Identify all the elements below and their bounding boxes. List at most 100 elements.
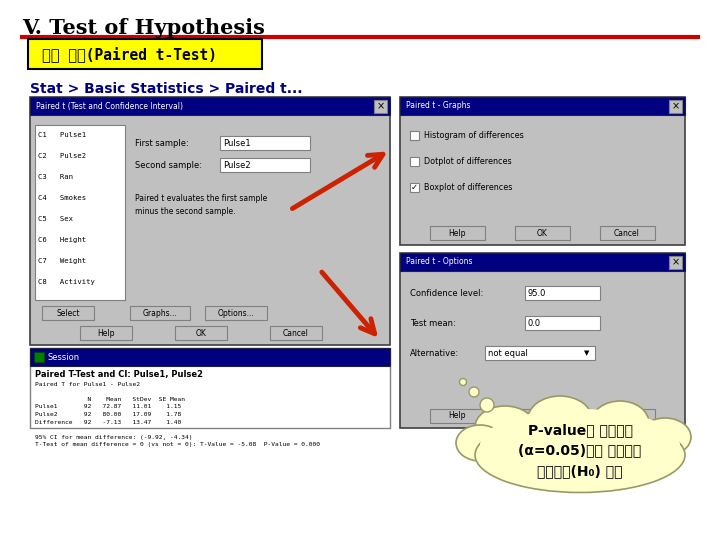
Text: Dotplot of differences: Dotplot of differences — [424, 157, 512, 165]
FancyBboxPatch shape — [400, 253, 685, 271]
Ellipse shape — [591, 401, 649, 445]
FancyBboxPatch shape — [175, 326, 227, 340]
FancyBboxPatch shape — [80, 326, 132, 340]
Text: ×: × — [672, 257, 680, 267]
Circle shape — [459, 379, 467, 386]
FancyBboxPatch shape — [220, 136, 310, 150]
FancyArrowPatch shape — [322, 272, 374, 334]
Ellipse shape — [480, 409, 680, 481]
Ellipse shape — [475, 417, 685, 492]
Text: C5   Sex: C5 Sex — [38, 216, 73, 222]
FancyBboxPatch shape — [400, 97, 685, 115]
Text: Paired t (Test and Confidence Interval): Paired t (Test and Confidence Interval) — [36, 102, 183, 111]
Text: ×: × — [672, 101, 680, 111]
FancyBboxPatch shape — [28, 39, 262, 69]
Ellipse shape — [528, 396, 593, 444]
Text: C2   Pulse2: C2 Pulse2 — [38, 153, 86, 159]
Text: Pulse1: Pulse1 — [223, 138, 251, 147]
Text: C4   Smokes: C4 Smokes — [38, 195, 86, 201]
FancyBboxPatch shape — [42, 306, 94, 320]
FancyBboxPatch shape — [400, 97, 685, 245]
FancyBboxPatch shape — [525, 286, 600, 300]
Text: not equal: not equal — [488, 348, 528, 357]
Text: C8   Activity: C8 Activity — [38, 279, 95, 285]
FancyBboxPatch shape — [669, 100, 682, 113]
FancyBboxPatch shape — [485, 346, 595, 360]
Text: (α=0.05)보다 작으므로: (α=0.05)보다 작으므로 — [518, 443, 642, 457]
FancyBboxPatch shape — [30, 97, 390, 345]
Text: Test mean:: Test mean: — [410, 319, 456, 327]
Text: Stat > Basic Statistics > Paired t...: Stat > Basic Statistics > Paired t... — [30, 82, 302, 96]
FancyBboxPatch shape — [205, 306, 267, 320]
Text: C6   Height: C6 Height — [38, 237, 86, 243]
FancyBboxPatch shape — [35, 125, 125, 300]
FancyBboxPatch shape — [410, 131, 419, 140]
FancyBboxPatch shape — [515, 226, 570, 240]
Text: Pulse2       92   80.00   17.09    1.78: Pulse2 92 80.00 17.09 1.78 — [35, 412, 181, 417]
Text: Histogram of differences: Histogram of differences — [424, 131, 523, 139]
FancyBboxPatch shape — [220, 158, 310, 172]
Text: Help: Help — [449, 228, 466, 238]
Text: Cancel: Cancel — [614, 228, 640, 238]
Text: Paired t - Graphs: Paired t - Graphs — [406, 102, 470, 111]
FancyBboxPatch shape — [30, 97, 390, 115]
Text: Paired T for Pulse1 - Pulse2: Paired T for Pulse1 - Pulse2 — [35, 382, 140, 387]
Text: OK: OK — [536, 411, 547, 421]
Text: Difference   92   -7.13   13.47    1.40: Difference 92 -7.13 13.47 1.40 — [35, 420, 181, 424]
FancyBboxPatch shape — [525, 316, 600, 330]
Text: V. Test of Hypothesis: V. Test of Hypothesis — [22, 18, 265, 38]
Text: ✓: ✓ — [410, 183, 418, 192]
FancyBboxPatch shape — [30, 348, 390, 366]
Text: Session: Session — [48, 353, 80, 361]
FancyBboxPatch shape — [515, 409, 570, 423]
Text: Paired t evaluates the first sample
minus the second sample.: Paired t evaluates the first sample minu… — [135, 194, 267, 216]
Text: Alternative:: Alternative: — [410, 348, 459, 357]
FancyBboxPatch shape — [34, 352, 44, 362]
Circle shape — [469, 387, 479, 397]
Ellipse shape — [475, 406, 535, 448]
Text: Options...: Options... — [217, 308, 254, 318]
FancyBboxPatch shape — [374, 100, 387, 113]
Text: Paired t - Options: Paired t - Options — [406, 258, 472, 267]
FancyBboxPatch shape — [430, 226, 485, 240]
FancyBboxPatch shape — [400, 253, 685, 428]
Text: C1   Pulse1: C1 Pulse1 — [38, 132, 86, 138]
Text: First sample:: First sample: — [135, 138, 189, 147]
FancyBboxPatch shape — [669, 256, 682, 269]
FancyBboxPatch shape — [600, 409, 655, 423]
Text: 95.0: 95.0 — [528, 288, 546, 298]
FancyArrowPatch shape — [292, 154, 383, 208]
Text: ×: × — [377, 101, 385, 111]
Text: Cancel: Cancel — [614, 411, 640, 421]
FancyBboxPatch shape — [410, 183, 419, 192]
Text: 95% CI for mean difference: (-9.92, -4.34): 95% CI for mean difference: (-9.92, -4.3… — [35, 435, 192, 440]
Text: C7   Weight: C7 Weight — [38, 258, 86, 264]
Text: 0.0: 0.0 — [528, 319, 541, 327]
Text: Pulse1       92   72.87   11.01    1.15: Pulse1 92 72.87 11.01 1.15 — [35, 404, 181, 409]
Text: Help: Help — [97, 328, 114, 338]
Text: Cancel: Cancel — [283, 328, 309, 338]
FancyBboxPatch shape — [30, 348, 390, 428]
Text: T-Test of mean difference = 0 (vs not = 0): T-Value = -5.08  P-Value = 0.000: T-Test of mean difference = 0 (vs not = … — [35, 442, 320, 447]
Text: 쌍체 비교(Paired t-Test): 쌍체 비교(Paired t-Test) — [42, 46, 217, 62]
Ellipse shape — [456, 425, 504, 461]
Text: Paired T-Test and CI: Pulse1, Pulse2: Paired T-Test and CI: Pulse1, Pulse2 — [35, 370, 203, 379]
Text: OK: OK — [196, 328, 207, 338]
Circle shape — [480, 398, 494, 412]
FancyBboxPatch shape — [270, 326, 322, 340]
Text: Graphs...: Graphs... — [143, 308, 177, 318]
Text: N    Mean   StDev  SE Mean: N Mean StDev SE Mean — [35, 397, 185, 402]
Text: Boxplot of differences: Boxplot of differences — [424, 183, 513, 192]
Text: 그무가설(H₀) 기각: 그무가설(H₀) 기각 — [537, 464, 623, 478]
Text: Select: Select — [56, 308, 80, 318]
Text: Confidence level:: Confidence level: — [410, 288, 483, 298]
FancyBboxPatch shape — [600, 226, 655, 240]
Text: C3   Ran: C3 Ran — [38, 174, 73, 180]
Text: ▼: ▼ — [585, 350, 590, 356]
FancyBboxPatch shape — [130, 306, 190, 320]
Text: P-value가 유의수준: P-value가 유의수준 — [528, 423, 632, 437]
FancyBboxPatch shape — [410, 157, 419, 166]
Text: Pulse2: Pulse2 — [223, 160, 251, 170]
Ellipse shape — [639, 418, 691, 456]
Text: Second sample:: Second sample: — [135, 160, 202, 170]
